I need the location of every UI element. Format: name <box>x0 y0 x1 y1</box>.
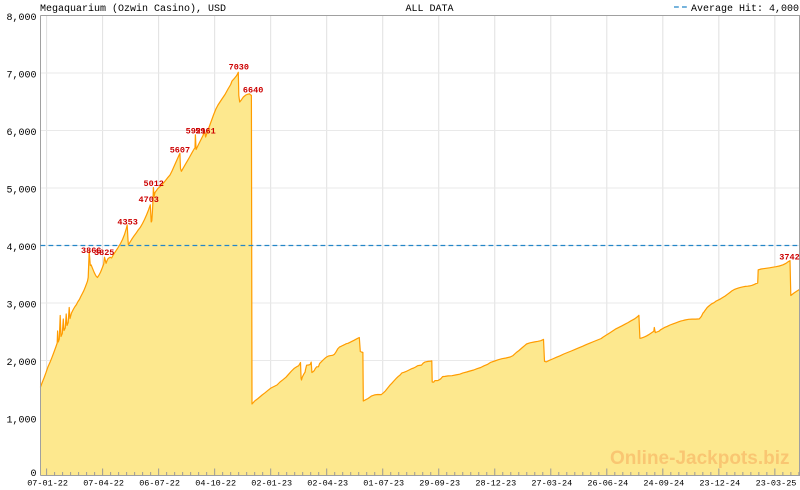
svg-text:7,000: 7,000 <box>6 71 36 82</box>
svg-text:02-04-23: 02-04-23 <box>307 479 348 489</box>
svg-text:28-12-23: 28-12-23 <box>475 479 516 489</box>
svg-text:24-09-24: 24-09-24 <box>643 479 684 489</box>
svg-text:02-01-23: 02-01-23 <box>251 479 292 489</box>
svg-text:2,000: 2,000 <box>6 358 36 369</box>
svg-text:01-07-23: 01-07-23 <box>363 479 404 489</box>
svg-text:29-09-23: 29-09-23 <box>419 479 460 489</box>
svg-text:4353: 4353 <box>117 218 137 228</box>
svg-text:5961: 5961 <box>195 127 215 137</box>
svg-text:5012: 5012 <box>144 179 164 189</box>
svg-text:26-06-24: 26-06-24 <box>587 479 628 489</box>
svg-text:6640: 6640 <box>243 86 263 96</box>
svg-text:07-04-22: 07-04-22 <box>83 479 124 489</box>
svg-text:4,000: 4,000 <box>6 243 36 254</box>
svg-text:5921: 5921 <box>186 127 206 137</box>
svg-text:3,000: 3,000 <box>6 301 36 312</box>
svg-text:ALL DATA: ALL DATA <box>406 4 454 15</box>
svg-text:06-07-22: 06-07-22 <box>139 479 180 489</box>
svg-text:5,000: 5,000 <box>6 186 36 197</box>
svg-text:4703: 4703 <box>139 195 159 205</box>
svg-text:Megaquarium (Ozwin Casino), US: Megaquarium (Ozwin Casino), USD <box>40 3 226 15</box>
svg-text:3825: 3825 <box>94 248 114 258</box>
svg-text:04-10-22: 04-10-22 <box>195 479 236 489</box>
svg-text:1,000: 1,000 <box>6 416 36 427</box>
svg-text:Average Hit: 4,000: Average Hit: 4,000 <box>691 3 799 15</box>
svg-text:0: 0 <box>30 469 36 480</box>
svg-text:6,000: 6,000 <box>6 128 36 139</box>
svg-text:23-03-25: 23-03-25 <box>756 479 797 489</box>
svg-text:7030: 7030 <box>229 63 249 73</box>
svg-text:23-12-24: 23-12-24 <box>699 479 740 489</box>
svg-text:3866: 3866 <box>81 246 101 256</box>
svg-text:27-03-24: 27-03-24 <box>531 479 572 489</box>
svg-text:3742: 3742 <box>779 253 799 263</box>
svg-text:8,000: 8,000 <box>6 13 36 24</box>
svg-text:Online-Jackpots.biz: Online-Jackpots.biz <box>610 448 789 469</box>
svg-text:07-01-22: 07-01-22 <box>27 479 68 489</box>
svg-text:5607: 5607 <box>170 146 190 156</box>
